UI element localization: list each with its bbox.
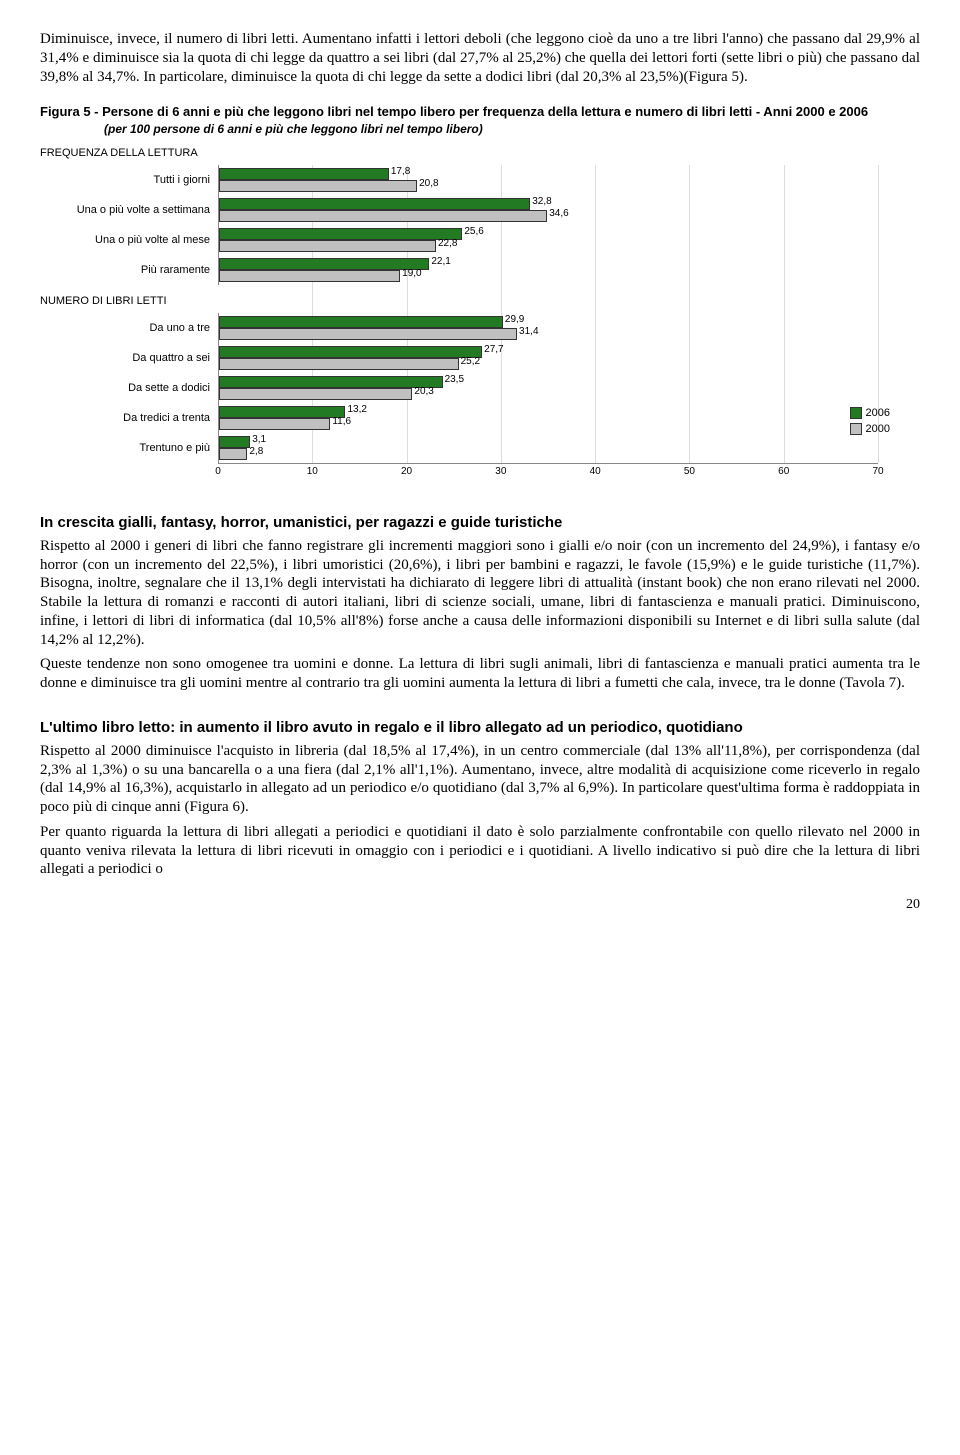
axis-tick: 30 <box>495 466 506 477</box>
bar-value-2000: 22,8 <box>438 238 457 249</box>
bar-2006 <box>219 228 462 240</box>
bar-2000 <box>219 358 459 370</box>
bar-value-2000: 2,8 <box>249 446 263 457</box>
bar-value-2006: 22,1 <box>431 256 450 267</box>
bar-2006 <box>219 198 530 210</box>
bar-2000 <box>219 328 517 340</box>
chart-x-axis: 010203040506070 <box>218 463 878 488</box>
bar-2000 <box>219 270 400 282</box>
bar-value-2000: 20,3 <box>414 386 433 397</box>
bar-2006 <box>219 406 345 418</box>
axis-tick: 40 <box>590 466 601 477</box>
chart-category-label: Da quattro a sei <box>40 352 218 364</box>
chart-category-label: Più raramente <box>40 264 218 276</box>
bar-value-2000: 11,6 <box>332 416 351 427</box>
bar-2000 <box>219 448 247 460</box>
bar-value-2006: 17,8 <box>391 166 410 177</box>
chart-category-label: Da uno a tre <box>40 322 218 334</box>
chart-plot-area: 23,5 20,3 <box>218 373 879 403</box>
body-paragraph: Per quanto riguarda la lettura di libri … <box>40 823 920 879</box>
chart-row: Trentuno e più3,12,8 <box>40 433 900 463</box>
chart-category-label: Una o più volte al mese <box>40 234 218 246</box>
chart-plot-area: 27,7 25,2 <box>218 343 879 373</box>
chart-plot-area: 25,6 22,8 <box>218 225 879 255</box>
bar-value-2000: 25,2 <box>461 356 480 367</box>
chart-category-label: Trentuno e più <box>40 442 218 454</box>
bar-value-2000: 34,6 <box>549 208 568 219</box>
bar-2006 <box>219 258 429 270</box>
intro-paragraph: Diminuisce, invece, il numero di libri l… <box>40 30 920 86</box>
bar-value-2006: 32,8 <box>532 196 551 207</box>
bar-value-2000: 31,4 <box>519 326 538 337</box>
chart-plot-area: 3,12,8 <box>218 433 879 463</box>
bar-2006 <box>219 436 250 448</box>
axis-tick: 20 <box>401 466 412 477</box>
chart-row: Più raramente 22,1 19,0 <box>40 255 900 285</box>
body-paragraph: Rispetto al 2000 i generi di libri che f… <box>40 537 920 650</box>
bar-value-2006: 29,9 <box>505 314 524 325</box>
chart-category-label: Da tredici a trenta <box>40 412 218 424</box>
bar-2006 <box>219 376 443 388</box>
section-heading-genres: In crescita gialli, fantasy, horror, uma… <box>40 514 920 531</box>
chart-row: Da tredici a trenta13,211,6 <box>40 403 900 433</box>
chart-row: Da quattro a sei 27,7 25,2 <box>40 343 900 373</box>
chart-row: Da uno a tre29,931,4 <box>40 313 900 343</box>
chart-row: Una o più volte a settimana32,834,6 <box>40 195 900 225</box>
chart-category-label: Da sette a dodici <box>40 382 218 394</box>
axis-tick: 0 <box>215 466 221 477</box>
axis-tick: 70 <box>872 466 883 477</box>
figure-title-text: Figura 5 - Persone di 6 anni e più che l… <box>40 104 868 119</box>
axis-tick: 10 <box>307 466 318 477</box>
chart-row: Tutti i giorni 17,8 20,8 <box>40 165 900 195</box>
bar-value-2000: 19,0 <box>402 268 421 279</box>
figure-title: Figura 5 - Persone di 6 anni e più che l… <box>40 104 920 137</box>
page-number: 20 <box>40 897 920 913</box>
body-paragraph: Queste tendenze non sono omogenee tra uo… <box>40 655 920 693</box>
bar-2000 <box>219 240 436 252</box>
section-heading-last-book: L'ultimo libro letto: in aumento il libr… <box>40 719 920 736</box>
bar-value-2000: 20,8 <box>419 178 438 189</box>
bar-2006 <box>219 168 389 180</box>
axis-tick: 60 <box>778 466 789 477</box>
chart-row: Una o più volte al mese 25,6 22,8 <box>40 225 900 255</box>
chart-plot-area: 32,834,6 <box>218 195 879 225</box>
bar-value-2006: 3,1 <box>252 434 266 445</box>
chart-group-label: NUMERO DI LIBRI LETTI <box>40 295 900 307</box>
bar-value-2006: 23,5 <box>445 374 464 385</box>
figure-5-chart: 2006 2000 FREQUENZA DELLA LETTURATutti i… <box>40 147 900 488</box>
axis-tick: 50 <box>684 466 695 477</box>
chart-plot-area: 22,1 19,0 <box>218 255 879 285</box>
body-paragraph: Rispetto al 2000 diminuisce l'acquisto i… <box>40 742 920 817</box>
bar-2006 <box>219 346 482 358</box>
figure-subtitle: (per 100 persone di 6 anni e più che leg… <box>104 122 483 136</box>
bar-2000 <box>219 180 417 192</box>
bar-2000 <box>219 388 412 400</box>
bar-2006 <box>219 316 503 328</box>
bar-value-2006: 27,7 <box>484 344 503 355</box>
chart-category-label: Tutti i giorni <box>40 174 218 186</box>
chart-plot-area: 13,211,6 <box>218 403 879 433</box>
bar-2000 <box>219 418 330 430</box>
chart-row: Da sette a dodici 23,5 20,3 <box>40 373 900 403</box>
chart-category-label: Una o più volte a settimana <box>40 204 218 216</box>
bar-value-2006: 25,6 <box>464 226 483 237</box>
bar-2000 <box>219 210 547 222</box>
bar-value-2006: 13,2 <box>347 404 366 415</box>
chart-group-label: FREQUENZA DELLA LETTURA <box>40 147 900 159</box>
chart-plot-area: 17,8 20,8 <box>218 165 879 195</box>
chart-plot-area: 29,931,4 <box>218 313 879 343</box>
